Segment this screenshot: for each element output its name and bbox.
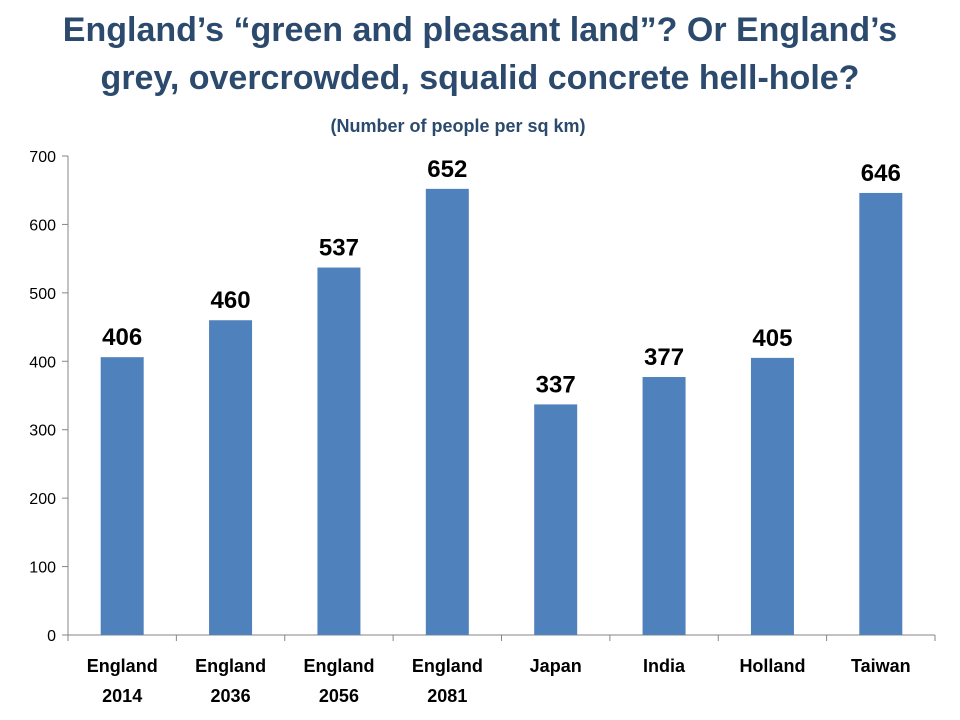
data-label: 460 [211,287,251,314]
bar [317,267,361,635]
data-label: 652 [427,156,467,183]
y-tick-label: 0 [47,628,56,645]
y-tick-label: 400 [29,354,56,371]
x-tick-label: Holland [739,656,805,676]
x-tick-label: 2036 [211,686,251,706]
x-tick-label: Taiwan [851,656,911,676]
bar [534,404,578,635]
y-tick-label: 500 [29,286,56,303]
x-tick-label: 2081 [427,686,467,706]
chart-title-line-2: grey, overcrowded, squalid concrete hell… [100,59,860,97]
bar [209,320,253,635]
bar [642,377,686,635]
y-tick-label: 600 [29,217,56,234]
chart-title-line-1: England’s “green and pleasant land”? Or … [62,11,898,49]
y-tick-label: 200 [29,491,56,508]
x-tick-label: England [195,656,266,676]
data-label: 405 [752,325,792,352]
data-label: 406 [102,324,142,351]
x-tick-label: Japan [530,656,582,676]
bar [750,357,794,635]
y-tick-label: 300 [29,423,56,440]
data-label: 377 [644,344,684,371]
bar [100,357,144,635]
data-label: 646 [861,160,901,187]
x-tick-label: India [643,656,686,676]
y-tick-label: 100 [29,560,56,577]
x-tick-label: 2014 [102,686,142,706]
x-tick-label: England [87,656,158,676]
chart-subtitle: (Number of people per sq km) [330,116,586,136]
x-tick-label: England [412,656,483,676]
x-tick-label: England [303,656,374,676]
y-tick-label: 700 [29,149,56,166]
bar [425,188,469,636]
data-label: 537 [319,235,359,262]
data-label: 337 [536,371,576,398]
x-tick-label: 2056 [319,686,359,706]
bar [859,192,903,636]
